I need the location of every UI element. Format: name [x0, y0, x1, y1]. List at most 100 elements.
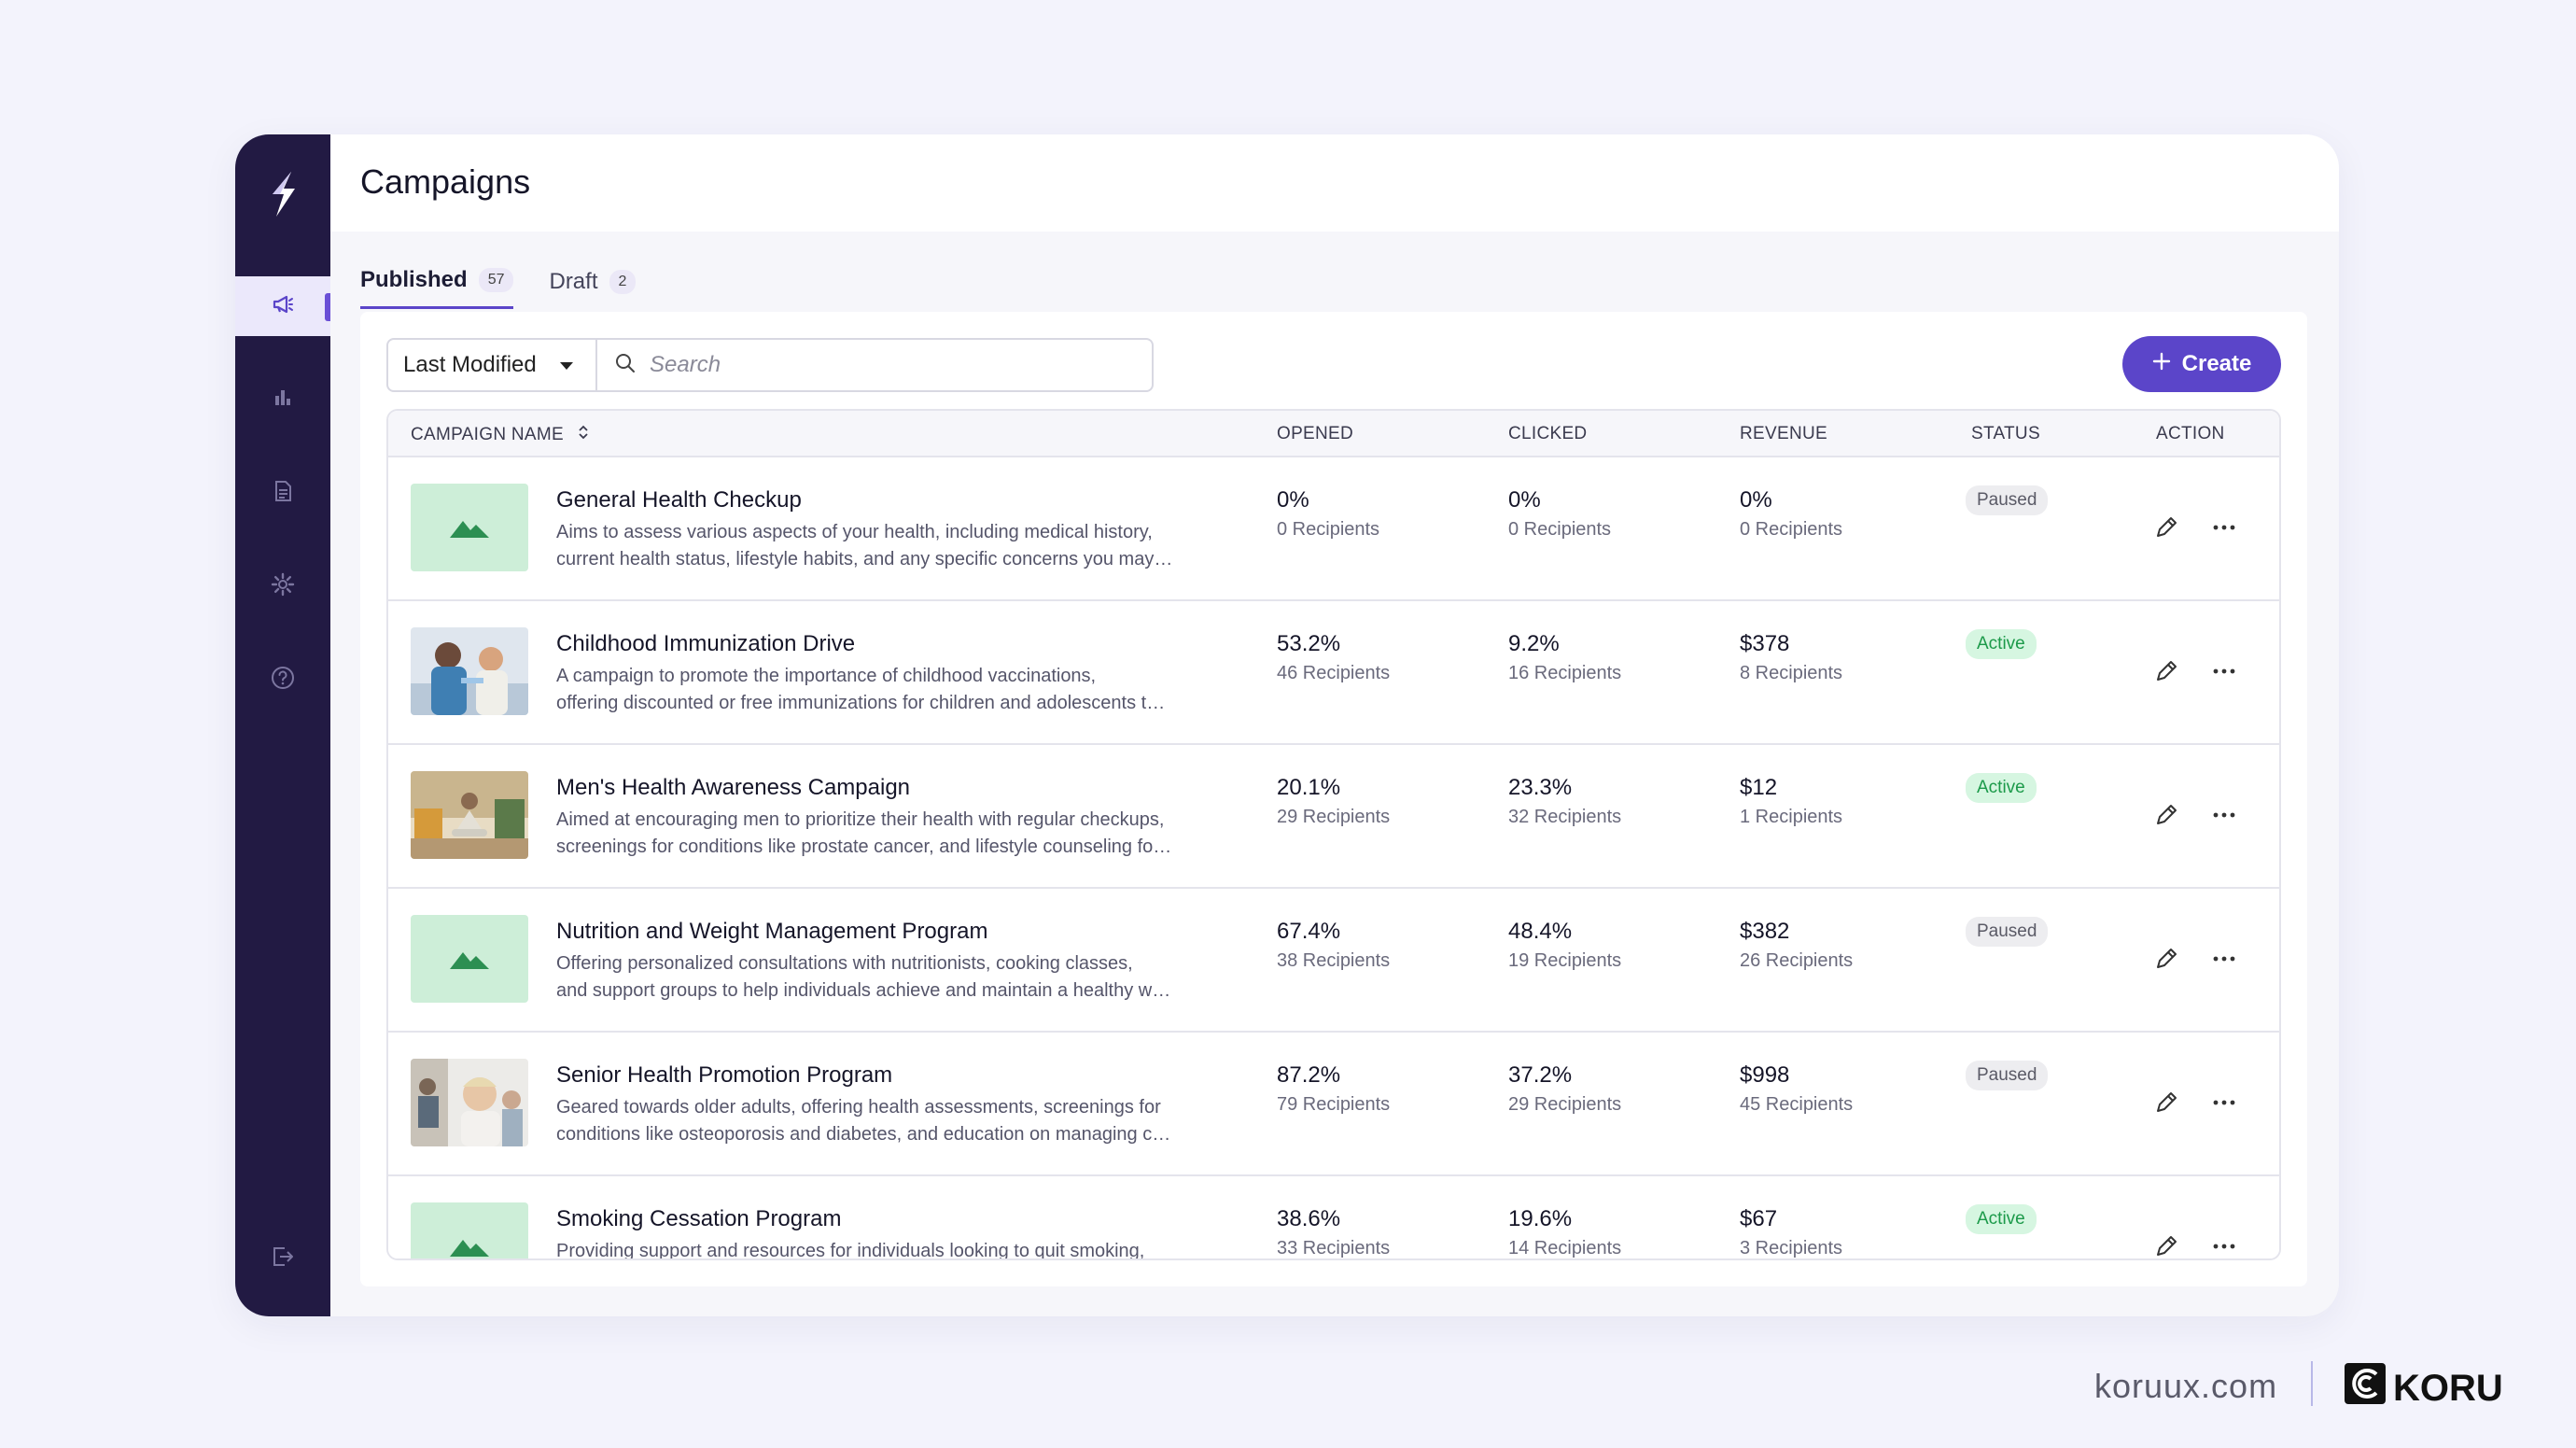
opened-value: 53.2% [1277, 631, 1341, 656]
opened-recipients: 79 Recipients [1277, 1094, 1391, 1115]
tab-published[interactable]: Published 57 [360, 267, 514, 309]
tab-bar: Published 57 Draft 2 [360, 267, 637, 309]
clicked-value: 0% [1508, 487, 1541, 513]
revenue-recipients: 26 Recipients [1740, 950, 1854, 971]
sort-dropdown-value: Last Modified [403, 352, 537, 377]
campaign-description: Aims to assess various aspects of your h… [556, 519, 1247, 573]
campaign-name[interactable]: Senior Health Promotion Program [556, 1062, 893, 1088]
campaign-description-line: Providing support and resources for indi… [556, 1241, 1145, 1260]
campaign-description-line: Aims to assess various aspects of your h… [556, 522, 1153, 542]
table-row[interactable]: Smoking Cessation Program Providing supp… [388, 1176, 2279, 1260]
campaign-name[interactable]: Childhood Immunization Drive [556, 631, 856, 656]
sidebar-item-campaigns[interactable] [235, 276, 330, 336]
opened-value: 38.6% [1277, 1206, 1341, 1231]
tab-label: Draft [549, 268, 598, 294]
revenue-recipients: 1 Recipients [1740, 807, 1843, 827]
more-options-icon[interactable] [2210, 801, 2238, 829]
search-box [597, 338, 1154, 392]
campaign-description-line: and support groups to help individuals a… [556, 980, 1171, 1001]
campaign-name[interactable]: General Health Checkup [556, 487, 802, 513]
revenue-recipients: 8 Recipients [1740, 663, 1843, 683]
campaign-name[interactable]: Nutrition and Weight Management Program [556, 919, 988, 944]
revenue-recipients: 0 Recipients [1740, 519, 1843, 540]
edit-icon[interactable] [2152, 945, 2180, 973]
sort-dropdown[interactable]: Last Modified [386, 338, 597, 392]
more-options-icon[interactable] [2210, 657, 2238, 685]
table-row[interactable]: Nutrition and Weight Management Program … [388, 889, 2279, 1033]
edit-icon[interactable] [2152, 1089, 2180, 1117]
sidebar [235, 134, 330, 1316]
tab-draft[interactable]: Draft 2 [549, 267, 637, 309]
opened-recipients: 29 Recipients [1277, 807, 1391, 827]
status-badge: Active [1966, 773, 2037, 803]
footer-site-link[interactable]: koruux.com [2094, 1367, 2278, 1405]
campaign-description-line: Aimed at encouraging men to prioritize t… [556, 809, 1165, 830]
campaign-description-line: conditions like osteoporosis and diabete… [556, 1124, 1171, 1145]
create-button[interactable]: Create [2122, 336, 2281, 392]
campaign-description: Aimed at encouraging men to prioritize t… [556, 807, 1247, 861]
campaign-thumbnail [411, 627, 528, 715]
edit-icon[interactable] [2152, 513, 2180, 541]
column-header-revenue: REVENUE [1740, 424, 1827, 443]
opened-recipients: 33 Recipients [1277, 1238, 1391, 1258]
search-icon [614, 352, 637, 379]
campaigns-table: CAMPAIGN NAME OPENED CLICKED REVENUE STA… [386, 409, 2281, 1260]
sidebar-item-settings[interactable] [235, 556, 330, 616]
koru-logo-icon [2345, 1363, 2386, 1413]
campaigns-panel: Last Modified Create CAMPAIGN NAME [360, 312, 2307, 1286]
table-row[interactable]: General Health Checkup Aims to assess va… [388, 457, 2279, 601]
sidebar-item-documents[interactable] [235, 463, 330, 523]
column-header-status: STATUS [1971, 424, 2040, 443]
campaign-description: Providing support and resources for indi… [556, 1238, 1247, 1260]
opened-recipients: 38 Recipients [1277, 950, 1391, 971]
clicked-recipients: 14 Recipients [1508, 1238, 1622, 1258]
edit-icon[interactable] [2152, 1232, 2180, 1258]
status-badge: Paused [1966, 485, 2049, 515]
table-row[interactable]: Men's Health Awareness Campaign Aimed at… [388, 745, 2279, 889]
status-badge: Active [1966, 629, 2037, 659]
caret-down-icon [560, 362, 573, 370]
table-row[interactable]: Childhood Immunization Drive A campaign … [388, 601, 2279, 745]
page-title: Campaigns [360, 162, 531, 201]
revenue-value: $382 [1740, 919, 1790, 944]
gear-icon [270, 571, 296, 602]
campaign-name[interactable]: Smoking Cessation Program [556, 1206, 842, 1231]
footer-brand-name: KORU [2393, 1367, 2503, 1409]
more-options-icon[interactable] [2210, 1232, 2238, 1258]
tab-count-badge: 2 [609, 269, 637, 294]
sidebar-item-help[interactable] [235, 650, 330, 710]
search-input[interactable] [650, 352, 1116, 378]
header: Campaigns [330, 134, 2339, 232]
campaign-description-line: Offering personalized consultations with… [556, 953, 1133, 974]
column-header-name[interactable]: CAMPAIGN NAME [411, 424, 590, 446]
campaign-name[interactable]: Men's Health Awareness Campaign [556, 775, 911, 800]
column-header-action: ACTION [2156, 424, 2225, 443]
create-button-label: Create [2181, 351, 2252, 376]
more-options-icon[interactable] [2210, 945, 2238, 973]
sort-toggle-icon [577, 424, 590, 446]
clicked-recipients: 29 Recipients [1508, 1094, 1622, 1115]
edit-icon[interactable] [2152, 801, 2180, 829]
megaphone-icon [270, 291, 296, 322]
bar-chart-icon [270, 385, 296, 415]
column-header-label: CAMPAIGN NAME [411, 425, 565, 445]
more-options-icon[interactable] [2210, 1089, 2238, 1117]
table-row[interactable]: Senior Health Promotion Program Geared t… [388, 1033, 2279, 1176]
clicked-value: 48.4% [1508, 919, 1573, 944]
more-options-icon[interactable] [2210, 513, 2238, 541]
tab-label: Published [360, 267, 468, 292]
sidebar-item-logout[interactable] [235, 1229, 330, 1288]
edit-icon[interactable] [2152, 657, 2180, 685]
document-icon [270, 478, 296, 509]
app-logo-icon[interactable] [263, 166, 304, 222]
clicked-recipients: 0 Recipients [1508, 519, 1612, 540]
clicked-value: 37.2% [1508, 1062, 1573, 1088]
image-placeholder-icon [411, 915, 528, 1003]
campaign-description-line: screenings for conditions like prostate … [556, 836, 1172, 857]
app-window: Campaigns Published 57 Draft 2 Last Modi… [235, 134, 2339, 1316]
help-icon [270, 665, 296, 696]
sidebar-item-analytics[interactable] [235, 370, 330, 429]
status-badge: Paused [1966, 1061, 2049, 1090]
column-header-clicked: CLICKED [1508, 424, 1588, 443]
footer-divider [2311, 1361, 2313, 1406]
